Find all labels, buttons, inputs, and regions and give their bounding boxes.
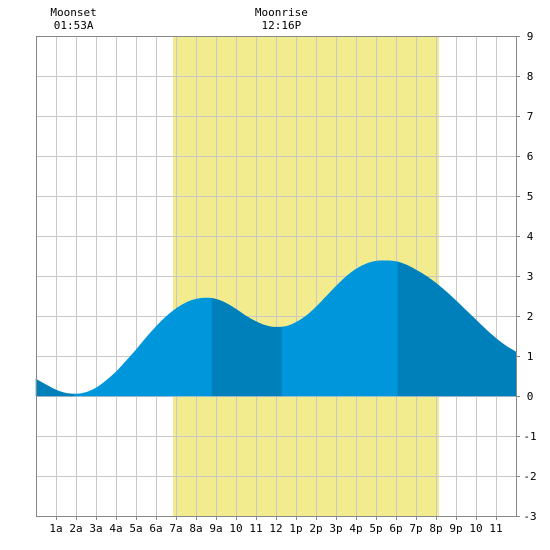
x-tick-label: 10 <box>469 522 482 535</box>
y-tick-label: 5 <box>527 190 534 203</box>
y-tick-label: -2 <box>523 470 536 483</box>
moon-event-time: 01:53A <box>54 19 94 32</box>
moon-event-name: Moonset <box>50 6 96 19</box>
x-tick-label: 1p <box>289 522 302 535</box>
y-tick-label: -1 <box>523 430 536 443</box>
x-tick-label: 7a <box>169 522 182 535</box>
x-tick-label: 3p <box>329 522 342 535</box>
y-tick-labels: -3 -2 -1 0 1 2 3 4 5 6 7 8 9 <box>516 30 537 523</box>
x-tick-label: 9a <box>209 522 222 535</box>
moon-event-name: Moonrise <box>255 6 308 19</box>
y-tick-label: 4 <box>527 230 534 243</box>
x-tick-label: 12 <box>269 522 282 535</box>
y-tick-label: 6 <box>527 150 534 163</box>
y-tick-label: 3 <box>527 270 534 283</box>
x-tick-label: 2p <box>309 522 322 535</box>
x-tick-label: 6a <box>149 522 162 535</box>
y-tick-label: 8 <box>527 70 534 83</box>
tide-falling-segment <box>35 378 75 397</box>
x-tick-label: 2a <box>69 522 82 535</box>
x-tick-label: 4p <box>349 522 362 535</box>
x-tick-label: 5a <box>129 522 142 535</box>
tide-falling-segment <box>211 298 283 397</box>
tide-falling-segment <box>397 261 517 397</box>
x-tick-label: 11 <box>249 522 262 535</box>
moon-event-time: 12:16P <box>262 19 302 32</box>
y-tick-label: 9 <box>527 30 534 43</box>
x-tick-label: 8a <box>189 522 202 535</box>
tide-rising-segment <box>281 260 399 397</box>
x-tick-label: 8p <box>429 522 442 535</box>
x-tick-label: 3a <box>89 522 102 535</box>
x-tick-labels: 1a 2a 3a 4a 5a 6a 7a 8a 9a 10 11 12 1p 2p 3p 4p 5p 6p 7p 8p… <box>49 516 503 535</box>
y-tick-label: -3 <box>523 510 536 523</box>
x-tick-label: 10 <box>229 522 242 535</box>
x-tick-label: 1a <box>49 522 62 535</box>
y-tick-label: 7 <box>527 110 534 123</box>
x-tick-label: 7p <box>409 522 422 535</box>
tide-rising-segment <box>73 297 213 397</box>
y-tick-label: 1 <box>527 350 534 363</box>
y-tick-label: 2 <box>527 310 534 323</box>
tide-area-layer <box>35 260 517 397</box>
y-tick-label: 0 <box>527 390 534 403</box>
x-tick-label: 11 <box>489 522 502 535</box>
x-tick-label: 5p <box>369 522 382 535</box>
x-tick-label: 4a <box>109 522 122 535</box>
x-tick-label: 9p <box>449 522 462 535</box>
x-tick-label: 6p <box>389 522 402 535</box>
